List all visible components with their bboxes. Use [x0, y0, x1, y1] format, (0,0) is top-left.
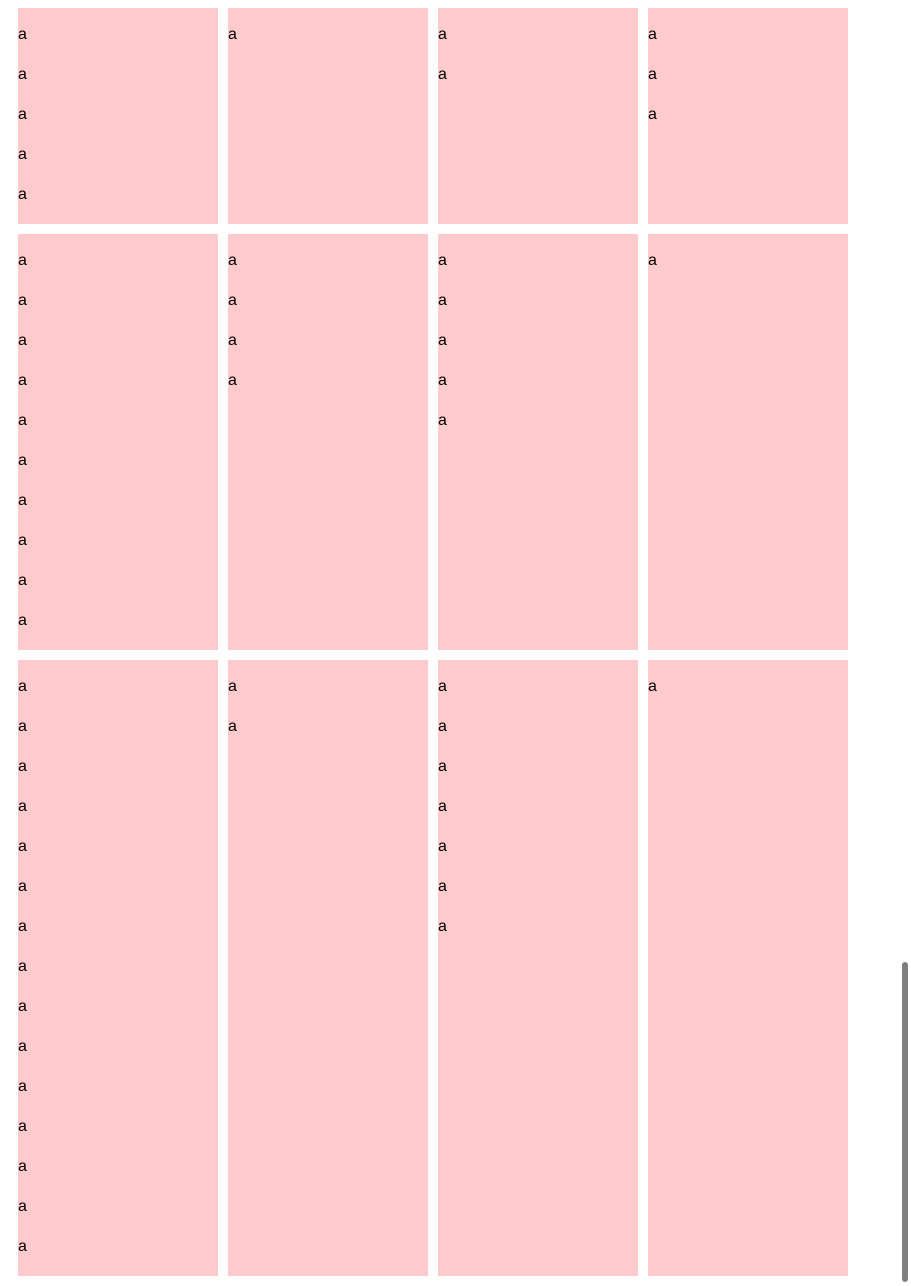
cell-text-line: a	[228, 718, 237, 735]
grid-cell: a a a a a	[18, 8, 218, 224]
cell-text-line: a	[18, 918, 27, 935]
cell-text-line: a	[438, 838, 447, 855]
cell-text-line: a	[18, 532, 27, 549]
cell-text-line: a	[438, 252, 447, 269]
cell-text-line: a	[18, 372, 27, 389]
cell-text-line: a	[438, 412, 447, 429]
cell-text-line: a	[438, 26, 447, 43]
cell-text-line: a	[438, 292, 447, 309]
cell-text-line: a	[18, 252, 27, 269]
cell-text-line: a	[18, 1038, 27, 1055]
cell-text-line: a	[18, 1238, 27, 1255]
cell-text-line: a	[438, 918, 447, 935]
cell-text-line: a	[18, 492, 27, 509]
grid-cell: a a a a a	[438, 234, 638, 650]
cell-text-line: a	[18, 1158, 27, 1175]
grid-cell: a	[648, 234, 848, 650]
grid-cell: a	[228, 8, 428, 224]
cell-text-line: a	[438, 332, 447, 349]
cell-text-line: a	[438, 798, 447, 815]
cell-text-line: a	[18, 718, 27, 735]
cell-text-line: a	[18, 1078, 27, 1095]
cell-text-line: a	[18, 998, 27, 1015]
cell-text-line: a	[228, 332, 237, 349]
cell-text-line: a	[18, 412, 27, 429]
cell-text-line: a	[18, 452, 27, 469]
cell-text-line: a	[438, 878, 447, 895]
cell-text-line: a	[438, 758, 447, 775]
grid-cell: a a a	[648, 8, 848, 224]
vertical-scrollbar-thumb[interactable]	[902, 962, 908, 1282]
cell-text-line: a	[228, 372, 237, 389]
cell-text-line: a	[18, 798, 27, 815]
cell-text-line: a	[648, 26, 657, 43]
cell-text-line: a	[18, 958, 27, 975]
cell-text-line: a	[18, 146, 27, 163]
cell-text-line: a	[228, 292, 237, 309]
cell-text-line: a	[18, 838, 27, 855]
cell-text-line: a	[438, 372, 447, 389]
cell-text-line: a	[18, 332, 27, 349]
cell-text-line: a	[18, 572, 27, 589]
cell-text-line: a	[648, 678, 657, 695]
cell-text-line: a	[228, 678, 237, 695]
cell-text-line: a	[18, 106, 27, 123]
cell-text-line: a	[18, 26, 27, 43]
cell-text-line: a	[438, 678, 447, 695]
cell-text-line: a	[18, 66, 27, 83]
grid-cell: a a a a a a a a a a	[18, 234, 218, 650]
grid-cell: a a a a	[228, 234, 428, 650]
cell-text-line: a	[438, 718, 447, 735]
cell-text-line: a	[648, 252, 657, 269]
grid-cell: a a a a a a a	[438, 660, 638, 1276]
cell-text-line: a	[18, 878, 27, 895]
cell-text-line: a	[18, 186, 27, 203]
cell-text-line: a	[18, 758, 27, 775]
cell-text-line: a	[18, 1118, 27, 1135]
cell-text-line: a	[18, 678, 27, 695]
grid-cell: a	[648, 660, 848, 1276]
cell-text-line: a	[228, 252, 237, 269]
cell-text-line: a	[438, 66, 447, 83]
cell-text-line: a	[648, 106, 657, 123]
cell-text-line: a	[228, 26, 237, 43]
cell-text-line: a	[18, 612, 27, 629]
cell-text-line: a	[18, 292, 27, 309]
cell-text-line: a	[648, 66, 657, 83]
cell-text-line: a	[18, 1198, 27, 1215]
grid-cell: a a a a a a a a a a a a a a a	[18, 660, 218, 1276]
